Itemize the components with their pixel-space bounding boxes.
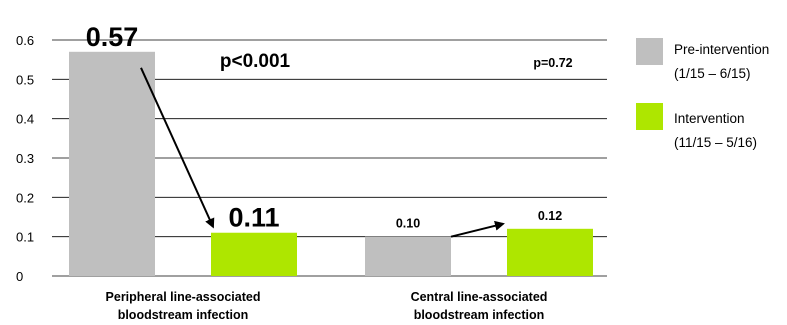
legend-period-pre-intervention: (1/15 – 6/15): [674, 66, 751, 81]
bars: [69, 51, 593, 276]
bar-pre-1: [365, 236, 451, 276]
value-label-pre-0: 0.57: [86, 22, 139, 52]
y-tick-label-1: 0.1: [16, 230, 34, 245]
bar-intervention-1: [507, 228, 593, 276]
y-tick-label-2: 0.2: [16, 190, 34, 205]
category-label-0-line-0: Peripheral line-associated: [106, 290, 261, 304]
arrow-peripheral: [140, 67, 215, 229]
value-label-intervention-0: 0.11: [228, 203, 279, 233]
p-value-peripheral: p<0.001: [220, 51, 291, 72]
legend-period-intervention: (11/15 – 5/16): [674, 135, 758, 150]
y-tick-label-5: 0.5: [16, 72, 34, 87]
y-tick-label-3: 0.3: [16, 151, 34, 166]
legend-label-intervention: Intervention: [674, 111, 745, 126]
bar-intervention-0: [211, 232, 297, 276]
arrow-central: [450, 220, 505, 238]
value-label-intervention-1: 0.12: [538, 209, 562, 223]
y-axis-ticks: 0 0.1 0.2 0.3 0.4 0.5 0.6: [16, 33, 34, 284]
p-value-central: p=0.72: [533, 56, 572, 70]
y-tick-label-0: 0: [16, 269, 23, 284]
legend-swatch-intervention: [636, 103, 663, 130]
legend-swatch-pre-intervention: [636, 38, 663, 65]
value-label-pre-1: 0.10: [396, 217, 420, 231]
y-tick-label-6: 0.6: [16, 33, 34, 48]
legend-label-pre-intervention: Pre-intervention: [674, 42, 770, 57]
category-label-0-line-1: bloodstream infection: [118, 308, 249, 322]
change-arrows: [140, 67, 505, 238]
bar-pre-0: [69, 51, 155, 276]
y-tick-label-4: 0.4: [16, 112, 34, 127]
data-labels: 0.57 0.10 0.11 0.12 p<0.001 p=0.72: [86, 22, 573, 233]
category-label-1-line-1: bloodstream infection: [414, 308, 545, 322]
category-label-1-line-0: Central line-associated: [411, 290, 548, 304]
category-labels: Peripheral line-associated bloodstream in…: [106, 290, 548, 322]
